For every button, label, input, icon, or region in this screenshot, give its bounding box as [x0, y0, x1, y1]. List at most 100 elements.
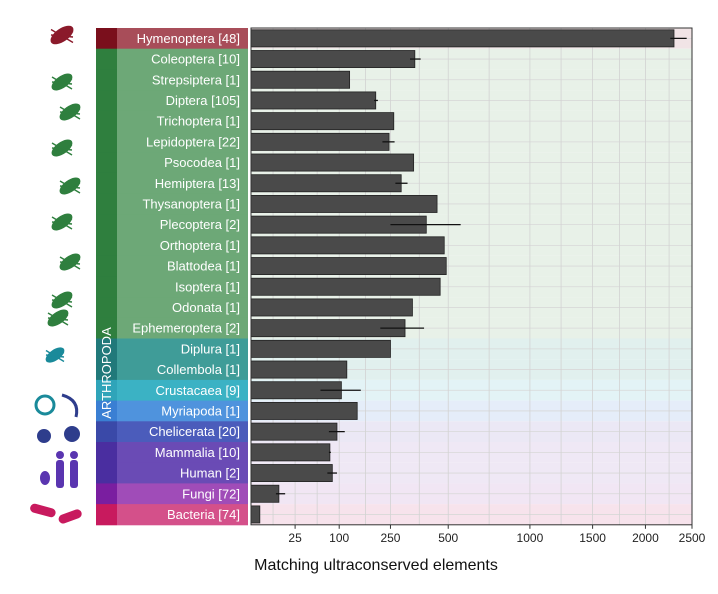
x-tick-label: 1500	[579, 531, 606, 545]
label-cell	[117, 483, 248, 505]
human-silhouette-icon	[70, 451, 78, 459]
category-label: Plecoptera [2]	[160, 217, 240, 232]
category-label: Blattodea [1]	[167, 259, 240, 274]
category-label: Coleoptera [10]	[151, 52, 240, 67]
insect-leg-icon	[59, 258, 81, 268]
group-strip-cell	[96, 442, 117, 464]
label-cell	[117, 379, 248, 402]
bacterium-silhouette-icon	[58, 509, 82, 524]
label-cell	[117, 359, 248, 381]
insect-silhouette-icon	[45, 347, 65, 363]
bar	[250, 91, 377, 110]
category-label: Lepidoptera [22]	[146, 134, 240, 149]
group-strip-cell	[96, 110, 117, 132]
category-label: Human [2]	[180, 466, 240, 481]
insect-silhouette-icon	[51, 139, 73, 157]
x-tick-label: 25	[288, 531, 302, 545]
bar	[250, 298, 413, 317]
bacterium-silhouette-icon	[30, 503, 56, 518]
bar	[250, 277, 441, 296]
bars	[250, 29, 675, 524]
group-label-arthropoda: ARTHROPODA	[99, 327, 114, 419]
insect-silhouette-icon	[47, 309, 69, 327]
bar	[250, 153, 415, 172]
insect-leg-icon	[47, 314, 69, 324]
crustacean-silhouette-icon	[34, 394, 56, 416]
category-label: Diplura [1]	[181, 341, 240, 356]
group-strip-cell	[96, 421, 117, 443]
group-strip-cell	[96, 214, 117, 236]
label-cell	[117, 255, 248, 277]
label-cell	[117, 235, 248, 257]
bar	[250, 70, 351, 89]
bar	[250, 464, 333, 483]
label-cell	[117, 193, 248, 215]
human-silhouette-icon	[56, 451, 64, 459]
insect-silhouette-icon	[59, 177, 81, 195]
plot-frame	[250, 27, 693, 526]
human-body-icon	[70, 460, 78, 488]
category-label: Collembola [1]	[157, 362, 240, 377]
bar	[250, 194, 438, 213]
insect-leg-icon	[51, 218, 73, 228]
insect-leg-icon	[51, 78, 73, 88]
category-label: Chelicerata [20]	[149, 424, 240, 439]
bar	[250, 236, 445, 255]
cat-silhouette-icon	[40, 471, 50, 485]
group-strip-cell	[96, 48, 117, 70]
label-cell	[117, 110, 248, 132]
group-strip-cell	[96, 400, 117, 422]
group-strip-cell	[96, 462, 117, 484]
insect-leg-icon	[51, 144, 73, 154]
bar	[250, 29, 675, 48]
group-strip-cell	[96, 338, 117, 360]
x-axis-label: Matching ultraconserved elements	[254, 557, 498, 574]
label-cell	[117, 442, 248, 464]
bar	[250, 360, 348, 379]
group-strip-cell	[96, 359, 117, 381]
bar	[250, 422, 338, 441]
x-tick-label: 100	[329, 531, 349, 545]
group-strip-cell	[96, 379, 117, 402]
category-label: Thysanoptera [1]	[142, 196, 240, 211]
label-cell	[117, 172, 248, 195]
label-cell	[117, 131, 248, 153]
tick-silhouette-icon	[64, 426, 80, 442]
group-strip-cell	[96, 193, 117, 215]
x-tick-label: 250	[380, 531, 400, 545]
category-label: Fungi [72]	[182, 486, 240, 501]
category-label: Psocodea [1]	[164, 155, 240, 170]
group-strip-cell	[96, 483, 117, 505]
bar	[250, 484, 280, 503]
category-label: Orthoptera [1]	[160, 238, 240, 253]
bar	[250, 505, 261, 524]
group-strip-cell	[96, 131, 117, 153]
insect-leg-icon	[51, 296, 73, 306]
bar	[250, 443, 331, 462]
label-cell	[117, 338, 248, 360]
group-strip-cell	[96, 152, 117, 174]
insect-leg-icon	[45, 351, 65, 361]
category-label: Bacteria [74]	[167, 507, 240, 522]
spider-silhouette-icon	[37, 429, 51, 443]
x-tick-label: 2500	[679, 531, 706, 545]
bar	[250, 50, 416, 69]
group-strip-cell	[96, 90, 117, 112]
myriapod-silhouette-icon	[61, 393, 79, 418]
category-label: Strepsiptera [1]	[152, 72, 240, 87]
group-strip-cell	[96, 235, 117, 257]
human-body-icon	[56, 460, 64, 488]
label-cell	[117, 276, 248, 298]
insect-leg-icon	[59, 182, 81, 192]
x-tick-label: 2000	[632, 531, 659, 545]
category-label: Myriapoda [1]	[161, 403, 240, 418]
taxon-group-color-strip	[96, 28, 117, 526]
label-cell	[117, 421, 248, 443]
category-label: Mammalia [10]	[155, 445, 240, 460]
organism-silhouettes	[30, 25, 82, 524]
bar	[250, 112, 395, 131]
group-strip-cell	[96, 255, 117, 277]
group-strip-cell	[96, 317, 117, 339]
label-cell	[117, 297, 248, 319]
